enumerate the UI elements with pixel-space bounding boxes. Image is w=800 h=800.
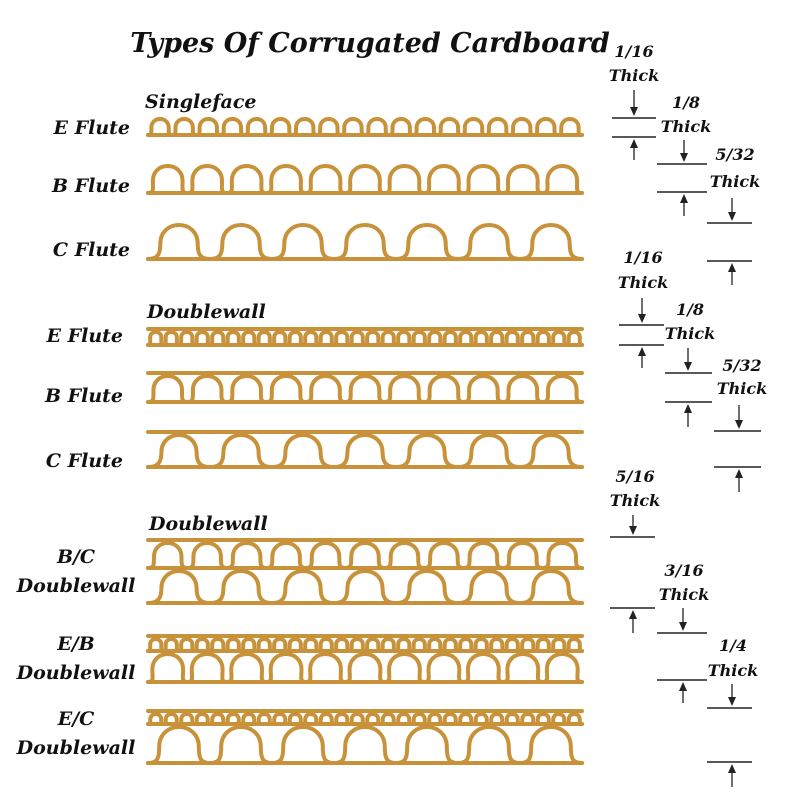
- arrow-down-icon: [680, 153, 688, 162]
- thickness-measure: 1/16 Thick: [609, 42, 659, 160]
- arrow-up-icon: [684, 404, 692, 413]
- thickness-measure: 1/8 Thick: [657, 93, 711, 216]
- thickness-measure: 5/16 Thick: [610, 467, 660, 633]
- thickness-measure: 1/8 Thick: [665, 300, 715, 427]
- section-singleface: Singleface E Flute B Flute C Flute: [51, 91, 584, 261]
- arrow-up-icon: [629, 610, 637, 619]
- board-e-b-doublewall: E/B Doublewall: [16, 633, 584, 684]
- section-heading-singleface: Singleface: [145, 91, 257, 113]
- board-singleface-e-flute: E Flute: [53, 117, 584, 139]
- section-doublewall: Doublewall E Flute B Flute C Flute: [44, 301, 584, 472]
- flute-medium: [146, 433, 584, 469]
- thickness-measure: 5/32 Thick: [707, 145, 760, 285]
- thickness-word: Thick: [659, 585, 709, 604]
- arrow-down-icon: [728, 697, 736, 706]
- section-heading-doublewall: Doublewall: [148, 513, 268, 535]
- thickness-value: 5/16: [615, 467, 654, 486]
- board-doublewall-e-flute: E Flute: [46, 325, 584, 347]
- board-label-line-2: Doublewall: [16, 662, 136, 684]
- arrow-down-icon: [684, 362, 692, 371]
- arrow-down-icon: [638, 314, 646, 323]
- thickness-measures: 1/16Thick1/8Thick5/32Thick1/16Thick1/8Th…: [609, 42, 767, 787]
- board-label: C Flute: [46, 450, 123, 472]
- thickness-word: Thick: [610, 491, 660, 510]
- thickness-word: Thick: [665, 324, 715, 343]
- thickness-value: 1/16: [623, 248, 662, 267]
- arrow-up-icon: [630, 139, 638, 148]
- thickness-value: 1/16: [614, 42, 653, 61]
- board-label-line-1: E/C: [57, 708, 95, 730]
- board-label-line-1: B/C: [56, 546, 95, 568]
- arrow-up-icon: [680, 194, 688, 203]
- lower-flute-medium: [146, 569, 584, 605]
- board-label: C Flute: [53, 239, 130, 261]
- lower-flute-medium: [146, 652, 584, 684]
- flute-medium: [146, 223, 584, 261]
- thickness-measure: 3/16 Thick: [657, 561, 709, 703]
- thickness-word: Thick: [618, 273, 668, 292]
- board-label: B Flute: [51, 175, 130, 197]
- board-singleface-c-flute: C Flute: [53, 223, 584, 261]
- thickness-value: 3/16: [664, 561, 703, 580]
- board-label: E Flute: [46, 325, 123, 347]
- arrow-down-icon: [630, 107, 638, 116]
- board-label-line-2: Doublewall: [16, 737, 136, 759]
- thickness-value: 1/8: [672, 93, 700, 112]
- board-singleface-b-flute: B Flute: [51, 164, 584, 197]
- thickness-word: Thick: [609, 66, 659, 85]
- thickness-value: 5/32: [715, 145, 754, 164]
- thickness-value: 1/8: [676, 300, 704, 319]
- board-doublewall-b-flute: B Flute: [44, 371, 584, 407]
- arrow-up-icon: [735, 469, 743, 478]
- arrow-up-icon: [728, 764, 736, 773]
- board-doublewall-c-flute: C Flute: [46, 430, 584, 472]
- arrow-up-icon: [728, 263, 736, 272]
- lower-flute-medium: [146, 725, 584, 765]
- board-e-c-doublewall: E/C Doublewall: [16, 708, 584, 765]
- thickness-word: Thick: [661, 117, 711, 136]
- arrow-down-icon: [679, 622, 687, 631]
- board-label-line-1: E/B: [56, 633, 94, 655]
- thickness-value: 1/4: [719, 636, 747, 655]
- flute-medium: [146, 374, 584, 404]
- upper-flute-medium: [146, 541, 584, 570]
- thickness-measure: 1/16 Thick: [618, 248, 668, 368]
- board-b-c-doublewall: B/C Doublewall: [16, 538, 584, 605]
- section-heading-doublewall: Doublewall: [146, 301, 266, 323]
- board-label: E Flute: [53, 117, 130, 139]
- arrow-down-icon: [629, 526, 637, 535]
- thickness-word: Thick: [717, 379, 767, 398]
- arrow-up-icon: [638, 347, 646, 356]
- arrow-up-icon: [679, 682, 687, 691]
- diagram-title: Types Of Corrugated Cardboard: [130, 28, 610, 59]
- thickness-word: Thick: [710, 172, 760, 191]
- board-label: B Flute: [44, 385, 123, 407]
- thickness-measure: 1/4 Thick: [707, 636, 758, 787]
- section-doublewall-combined: Doublewall B/C Doublewall E/B Doublewall E/C D…: [16, 513, 584, 765]
- flute-medium: [146, 117, 584, 137]
- arrow-down-icon: [735, 420, 743, 429]
- arrow-down-icon: [728, 212, 736, 221]
- flute-medium: [146, 164, 584, 195]
- thickness-value: 5/32: [722, 356, 761, 375]
- thickness-word: Thick: [708, 661, 758, 680]
- board-label-line-2: Doublewall: [16, 575, 136, 597]
- thickness-measure: 5/32 Thick: [714, 356, 767, 492]
